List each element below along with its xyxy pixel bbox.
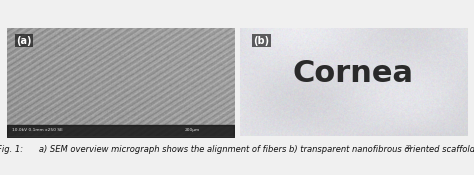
Text: 10.0kV 0.1mm x250 SE: 10.0kV 0.1mm x250 SE bbox=[12, 128, 63, 132]
Text: (b): (b) bbox=[254, 36, 270, 46]
Text: Fig. 1:      a) SEM overview micrograph shows the alignment of fibers b) transpa: Fig. 1: a) SEM overview micrograph shows… bbox=[0, 145, 474, 154]
Text: Cornea: Cornea bbox=[293, 59, 414, 88]
Text: (a): (a) bbox=[16, 36, 32, 46]
Text: 22: 22 bbox=[405, 145, 412, 150]
Text: 200µm: 200µm bbox=[184, 128, 200, 132]
